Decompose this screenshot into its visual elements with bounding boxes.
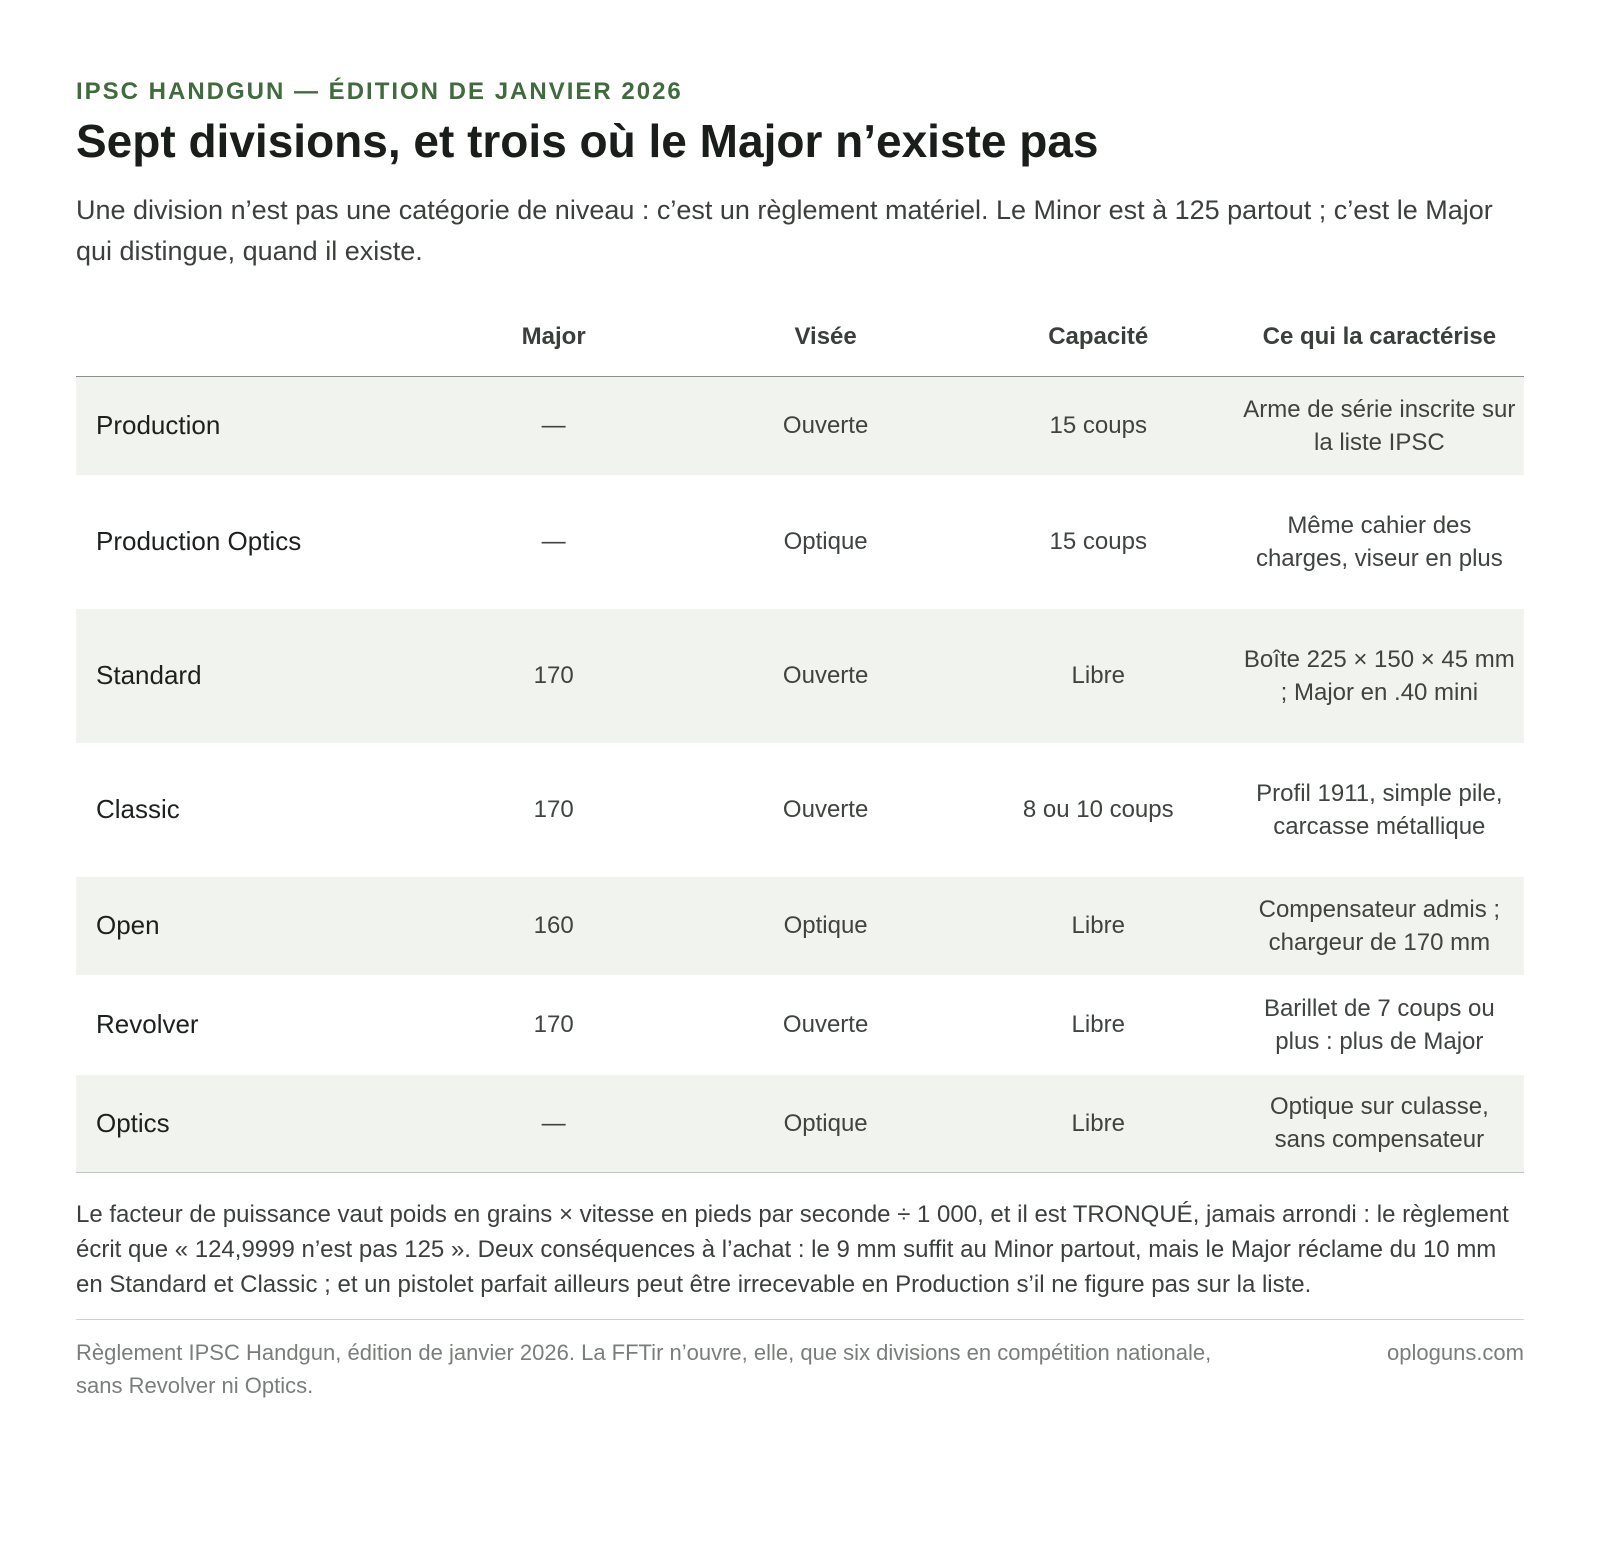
table-row: Production Optics — Optique 15 coups Mêm…: [76, 475, 1524, 609]
column-header-division: [76, 298, 418, 377]
capacite-value: Libre: [961, 1074, 1235, 1173]
visee-value: Ouverte: [782, 412, 869, 440]
major-value: —: [541, 412, 566, 440]
caracterise-value: Barillet de 7 coups ou plus : plus de Ma…: [1263, 994, 1495, 1055]
major-value: —: [541, 528, 566, 555]
division-name: Production: [96, 410, 221, 441]
table-row: Optics — Optique Libre Optique sur culas…: [76, 1074, 1524, 1173]
capacite-value: Libre: [1071, 662, 1125, 689]
visee-value: Ouverte: [782, 796, 869, 823]
division-name: Revolver: [96, 1009, 199, 1039]
footer-divider: [76, 1319, 1524, 1320]
visee-value: Ouverte: [782, 662, 869, 689]
column-header-visee: Visée: [689, 298, 962, 377]
visee-value: Optique: [689, 1074, 962, 1173]
caracterise-value: Profil 1911, simple pile, carcasse métal…: [1256, 779, 1503, 840]
visee-value: Ouverte: [782, 1011, 869, 1038]
table-row: Production — Ouverte 15 coups Arme de sé…: [76, 376, 1524, 475]
caracterise-value: Même cahier des charges, viseur en plus: [1255, 511, 1503, 572]
page-title: Sept divisions, et trois où le Major n’e…: [76, 115, 1099, 167]
major-value: 170: [533, 662, 574, 689]
eyebrow: IPSC HANDGUN — ÉDITION DE JANVIER 2026: [76, 78, 683, 105]
major-value: 170: [533, 796, 574, 823]
table-header-row: Major Visée Capacité Ce qui la caractéri…: [76, 298, 1524, 377]
power-factor-note: Le facteur de puissance vaut poids en gr…: [76, 1201, 1509, 1298]
division-name: Standard: [96, 660, 202, 690]
capacite-value: 15 coups: [1049, 412, 1147, 440]
major-value: —: [417, 1074, 690, 1173]
division-name: Optics: [76, 1074, 418, 1173]
site-credit: oploguns.com: [1387, 1340, 1524, 1365]
capacite-value: 8 ou 10 coups: [1022, 796, 1174, 823]
division-name: Classic: [96, 794, 180, 824]
column-header-capacite: Capacité: [961, 298, 1235, 377]
table-row: Classic 170 Ouverte 8 ou 10 coups Profil…: [76, 743, 1524, 877]
table-row: Standard 170 Ouverte Libre Boîte 225 × 1…: [76, 608, 1524, 743]
capacite-value: 15 coups: [1049, 528, 1147, 555]
divisions-table: Major Visée Capacité Ce qui la caractéri…: [76, 298, 1524, 1173]
visee-value: Optique: [783, 528, 868, 555]
major-value: 170: [533, 1011, 574, 1038]
lede: Une division n’est pas une catégorie de …: [76, 195, 1493, 266]
division-name: Production Optics: [96, 526, 302, 556]
caracterise-value: Arme de série inscrite sur la liste IPSC: [1243, 395, 1516, 456]
table-row: Revolver 170 Ouverte Libre Barillet de 7…: [76, 975, 1524, 1075]
page: IPSC HANDGUN — ÉDITION DE JANVIER 2026 S…: [0, 78, 1600, 1402]
visee-value: Optique: [783, 912, 868, 939]
capacite-value: Libre: [1071, 1011, 1125, 1038]
caracterise-value: Boîte 225 × 150 × 45 mm ; Major en .40 m…: [1243, 645, 1515, 706]
division-name: Open: [96, 910, 160, 940]
caracterise-value: Compensateur admis ; chargeur de 170 mm: [1258, 895, 1501, 956]
capacite-value: Libre: [1071, 912, 1125, 939]
major-value: 160: [533, 912, 574, 939]
caracterise-value: Optique sur culasse, sans compensateur: [1234, 1074, 1524, 1173]
footer: Règlement IPSC Handgun, édition de janvi…: [76, 1336, 1524, 1402]
source-note: Règlement IPSC Handgun, édition de janvi…: [76, 1340, 1212, 1398]
table-row: Open 160 Optique Libre Compensateur admi…: [76, 876, 1524, 975]
column-header-caracterise: Ce qui la caractérise: [1234, 298, 1524, 377]
column-header-major: Major: [417, 298, 690, 377]
